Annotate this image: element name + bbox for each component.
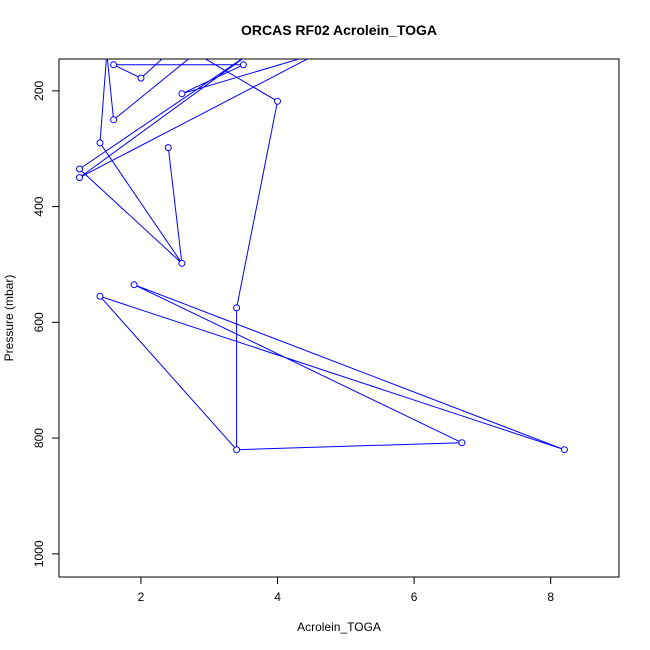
y-tick-label: 600: [32, 312, 46, 332]
data-point: [96, 292, 104, 300]
y-axis-label: Pressure (mbar): [2, 275, 16, 362]
plot-area: [76, 59, 568, 454]
data-point: [76, 174, 83, 182]
x-axis-label: Acrolein_TOGA: [297, 620, 381, 634]
data-point: [110, 61, 118, 69]
x-axis: 2 4 6 8: [138, 576, 554, 604]
data-point: [233, 304, 241, 312]
data-point: [458, 439, 466, 447]
data-point: [239, 61, 247, 69]
plot-frame: [58, 58, 620, 578]
y-tick-label: 1000: [32, 540, 46, 567]
data-point: [110, 116, 118, 124]
x-tick-label: 4: [274, 590, 281, 604]
chart-title: ORCAS RF02 Acrolein_TOGA: [241, 22, 437, 38]
y-tick-label: 200: [32, 81, 46, 101]
data-point: [137, 74, 145, 82]
x-tick-label: 2: [138, 590, 145, 604]
data-point: [178, 259, 186, 267]
data-point: [130, 281, 138, 289]
y-tick-label: 400: [32, 196, 46, 216]
series-line: [78, 59, 565, 452]
y-axis: 200 400 600 800 1000: [32, 81, 60, 567]
data-point: [560, 446, 568, 454]
data-point: [274, 97, 281, 105]
y-tick-label: 800: [32, 428, 46, 448]
x-tick-label: 8: [547, 590, 554, 604]
data-point: [76, 165, 83, 173]
data-point: [178, 90, 186, 98]
data-point: [233, 446, 241, 454]
x-tick-label: 6: [411, 590, 418, 604]
data-point: [96, 139, 104, 147]
data-point: [164, 144, 172, 152]
